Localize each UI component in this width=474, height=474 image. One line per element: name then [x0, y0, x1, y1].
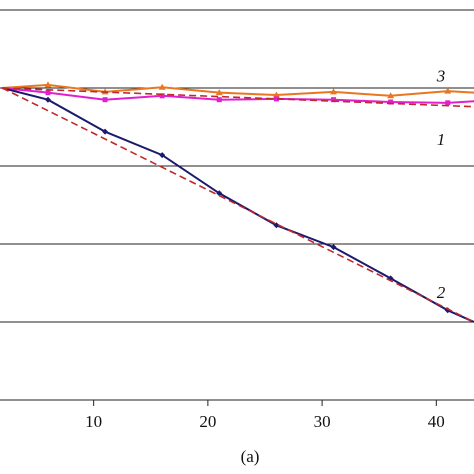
point [159, 93, 165, 99]
point [387, 92, 395, 99]
point [44, 96, 51, 103]
x-tick-label: 10 [85, 412, 102, 431]
point [272, 91, 280, 98]
series-label: 3 [436, 67, 446, 86]
point [273, 222, 280, 229]
point [445, 100, 451, 106]
x-tick-label: 40 [428, 412, 445, 431]
series-label: 1 [437, 130, 446, 149]
trend-line [1, 87, 474, 323]
point [215, 89, 223, 96]
point [331, 97, 337, 103]
point [444, 87, 452, 94]
point [44, 81, 52, 88]
point [330, 244, 337, 251]
trend-line [2, 87, 474, 108]
series-label: 2 [437, 283, 446, 302]
point [159, 152, 166, 159]
point [102, 128, 109, 135]
point [216, 190, 223, 197]
point [158, 83, 166, 90]
x-axis-label: (a) [241, 447, 260, 466]
point [216, 97, 222, 103]
point [102, 97, 108, 103]
series-line [2, 83, 474, 97]
point [273, 96, 279, 102]
x-tick-label: 30 [314, 412, 331, 431]
point [388, 99, 394, 105]
x-tick-label: 20 [199, 412, 216, 431]
point [45, 90, 51, 96]
series-line [2, 87, 474, 104]
point [330, 88, 338, 95]
